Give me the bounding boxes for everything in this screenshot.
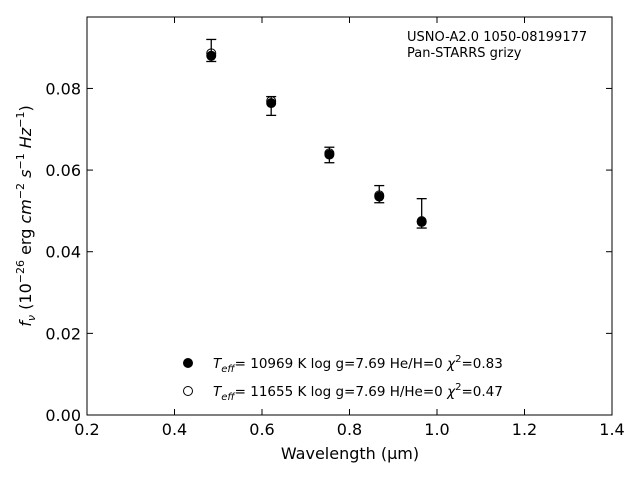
y-tick-label-0: 0.00 bbox=[45, 406, 81, 425]
model-open-point-4 bbox=[416, 216, 427, 227]
data-points bbox=[206, 48, 427, 227]
legend-marker-open bbox=[183, 386, 193, 396]
y-tick-label-4: 0.08 bbox=[45, 79, 81, 98]
x-axis-label: Wavelength (μm) bbox=[281, 444, 419, 463]
legend-marker-filled bbox=[183, 358, 193, 368]
x-tick-label-5: 1.2 bbox=[512, 420, 537, 439]
y-tick-label-3: 0.06 bbox=[45, 161, 81, 180]
model-open-point-2 bbox=[324, 148, 335, 159]
x-tick-label-2: 0.6 bbox=[249, 420, 274, 439]
legend-label-model-1: Teff= 10969 K log g=7.69 He/H=0 χ2=0.83 bbox=[213, 354, 503, 375]
x-tick-label-3: 0.8 bbox=[337, 420, 362, 439]
x-tick-label-6: 1.4 bbox=[599, 420, 624, 439]
annotation-survey: Pan-STARRS grizy bbox=[407, 46, 522, 61]
model-open-point-0 bbox=[206, 48, 217, 59]
x-tick-label-4: 1.0 bbox=[424, 420, 449, 439]
model-open-point-1 bbox=[266, 96, 277, 107]
model-open-point-3 bbox=[374, 190, 385, 201]
y-axis-label: fν (10−26 erg cm−2 s−1 Hz−1) bbox=[14, 105, 38, 326]
y-tick-label-1: 0.02 bbox=[45, 324, 81, 343]
y-tick-labels: 0.00 0.02 0.04 0.06 0.08 bbox=[45, 79, 81, 425]
model-filled-point-0 bbox=[206, 50, 217, 61]
annotation-object-name: USNO-A2.0 1050-08199177 bbox=[407, 30, 587, 45]
y-tick-label-2: 0.04 bbox=[45, 243, 81, 262]
x-tick-labels: 0.2 0.4 0.6 0.8 1.0 1.2 1.4 bbox=[74, 420, 624, 439]
legend-label-model-2: Teff= 11655 K log g=7.69 H/He=0 χ2=0.47 bbox=[213, 382, 503, 403]
x-tick-label-0: 0.2 bbox=[74, 420, 99, 439]
legend: Teff= 10969 K log g=7.69 He/H=0 χ2=0.83 … bbox=[183, 354, 503, 403]
x-tick-label-1: 0.4 bbox=[162, 420, 187, 439]
plot-frame bbox=[86, 16, 613, 416]
error-bars bbox=[206, 38, 427, 229]
